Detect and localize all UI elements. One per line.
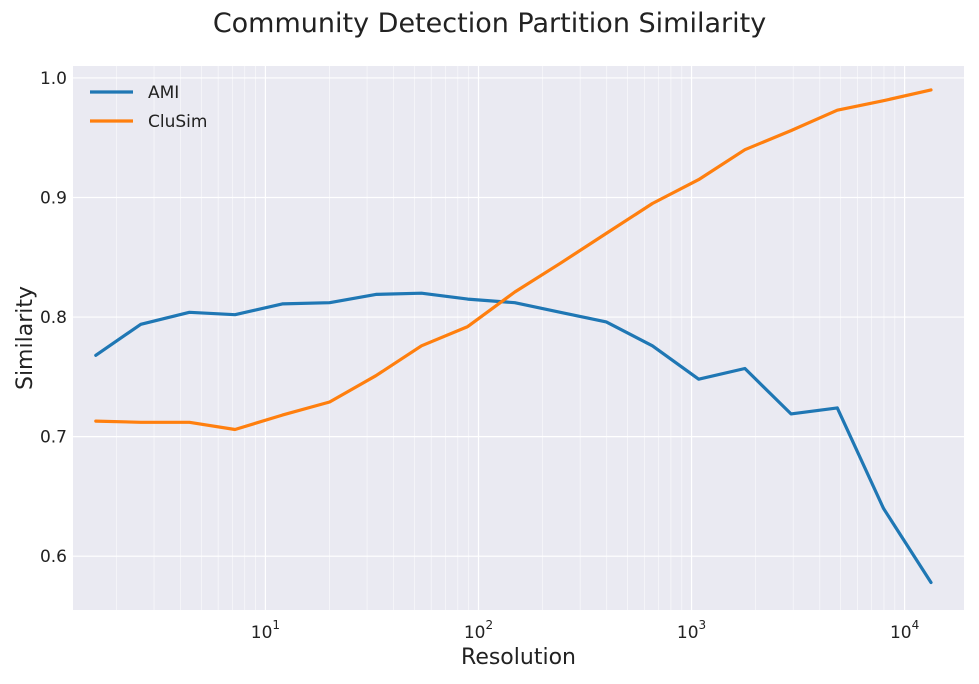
series-line-clusim xyxy=(94,88,933,432)
x-tick-label: 104 xyxy=(890,618,919,643)
legend: AMI CluSim xyxy=(90,83,207,132)
y-axis-label: Similarity xyxy=(13,286,38,390)
x-tick-label: 101 xyxy=(251,618,280,643)
y-tick-label: 1.0 xyxy=(40,69,67,89)
x-tick-label: 102 xyxy=(464,618,493,643)
y-tick-label: 0.9 xyxy=(40,189,67,209)
legend-label: AMI xyxy=(148,83,179,103)
chart-title: Community Detection Partition Similarity xyxy=(212,8,767,39)
plot-area xyxy=(73,66,964,610)
x-tick-labels: 101 102 103 104 xyxy=(251,618,919,643)
major-gridlines xyxy=(73,66,964,610)
minor-gridlines xyxy=(116,66,896,610)
x-tick-label: 103 xyxy=(677,618,706,643)
y-tick-label: 0.6 xyxy=(40,547,67,567)
y-tick-labels: 0.6 0.7 0.8 0.9 1.0 xyxy=(40,69,67,567)
series-lines xyxy=(94,88,933,585)
y-tick-label: 0.7 xyxy=(40,428,67,448)
legend-label: CluSim xyxy=(148,112,207,132)
x-axis-label: Resolution xyxy=(461,645,576,670)
y-tick-label: 0.8 xyxy=(40,308,67,328)
series-line-ami xyxy=(94,291,933,585)
